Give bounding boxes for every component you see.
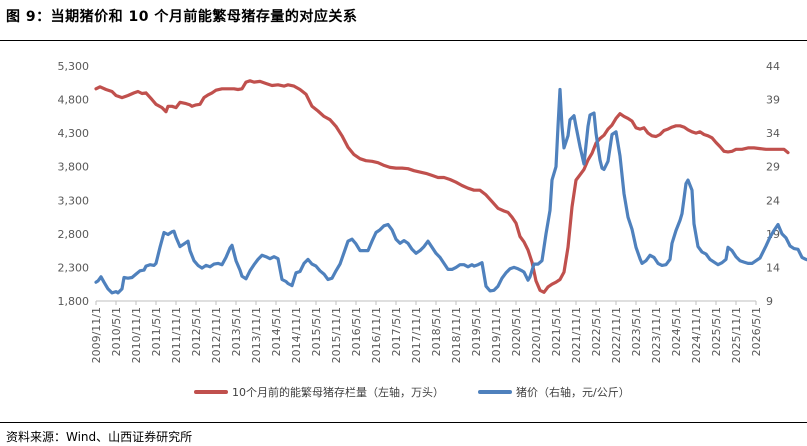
right-tick-label: 29	[766, 161, 780, 174]
left-tick-label: 5,300	[58, 60, 90, 73]
series-line-sow-inventory	[94, 79, 790, 294]
x-tick-label: 2017/11/1	[410, 307, 423, 363]
x-tick-label: 2016/11/1	[370, 307, 383, 363]
left-tick-label: 3,800	[58, 161, 90, 174]
figure-source: 资料来源：Wind、山西证券研究所	[6, 430, 193, 444]
x-tick-label: 2012/5/1	[190, 307, 203, 356]
x-tick-label: 2015/5/1	[310, 307, 323, 356]
figure-title: 图 9：当期猪价和 10 个月前能繁母猪存量的对应关系	[6, 9, 358, 25]
right-tick-label: 24	[766, 194, 780, 207]
right-tick-label: 44	[766, 60, 780, 73]
x-tick-label: 2020/11/1	[530, 307, 543, 363]
right-tick-label: 34	[766, 127, 780, 140]
left-tick-label: 4,800	[58, 94, 90, 107]
right-tick-label: 39	[766, 94, 780, 107]
x-tick-label: 2013/5/1	[230, 307, 243, 356]
x-tick-label: 2018/5/1	[430, 307, 443, 356]
right-tick-label: 14	[766, 261, 780, 274]
x-tick-label: 2019/11/1	[490, 307, 503, 363]
left-tick-label: 2,300	[58, 261, 90, 274]
x-tick-label: 2019/5/1	[470, 307, 483, 356]
x-tick-label: 2011/11/1	[170, 307, 183, 363]
x-tick-label: 2025/5/1	[710, 307, 723, 356]
legend-label-sow-inventory: 10个月前的能繁母猪存栏量（左轴，万头）	[232, 385, 444, 399]
x-axis-ticks: 2009/11/1 2010/5/1 2010/11/1 2011/5/1 2011/1…	[90, 301, 763, 363]
x-tick-label: 2012/11/1	[210, 307, 223, 363]
x-tick-label: 2013/11/1	[250, 307, 263, 363]
pig-price-sow-inventory-chart: 1,800 2,300 2,800 3,300 3,800 4,300 4,800 5,300…	[58, 60, 807, 399]
right-tick-label: 9	[766, 295, 773, 308]
left-tick-label: 3,300	[58, 194, 90, 207]
x-tick-label: 2023/11/1	[650, 307, 663, 363]
bottom-rule	[0, 422, 807, 423]
series-line-pig-price	[94, 87, 807, 295]
x-tick-label: 2022/11/1	[610, 307, 623, 363]
x-tick-label: 2014/5/1	[270, 307, 283, 356]
x-tick-label: 2018/11/1	[450, 307, 463, 363]
left-tick-label: 2,800	[58, 228, 90, 241]
x-tick-label: 2014/11/1	[290, 307, 303, 363]
x-tick-label: 2024/11/1	[690, 307, 703, 363]
x-tick-label: 2021/11/1	[570, 307, 583, 363]
x-tick-label: 2010/5/1	[110, 307, 123, 356]
x-tick-label: 2011/5/1	[150, 307, 163, 356]
top-rule	[0, 40, 807, 41]
x-tick-label: 2010/11/1	[130, 307, 143, 363]
x-tick-label: 2015/11/1	[330, 307, 343, 363]
x-tick-label: 2024/5/1	[670, 307, 683, 356]
x-tick-label: 2009/11/1	[90, 307, 103, 363]
chart-legend: 10个月前的能繁母猪存栏量（左轴，万头） 猪价（右轴，元/公斤）	[194, 385, 630, 399]
series-layer	[94, 79, 807, 295]
x-tick-label: 2017/5/1	[390, 307, 403, 356]
x-tick-label: 2022/5/1	[590, 307, 603, 356]
left-tick-label: 4,300	[58, 127, 90, 140]
x-tick-label: 2025/11/1	[730, 307, 743, 363]
left-axis-ticks: 1,800 2,300 2,800 3,300 3,800 4,300 4,800 5,300	[58, 60, 90, 308]
x-tick-label: 2016/5/1	[350, 307, 363, 356]
x-tick-label: 2023/5/1	[630, 307, 643, 356]
x-tick-label: 2026/5/1	[750, 307, 763, 356]
legend-label-pig-price: 猪价（右轴，元/公斤）	[516, 385, 630, 399]
x-tick-label: 2020/5/1	[510, 307, 523, 356]
x-tick-label: 2021/5/1	[550, 307, 563, 356]
left-tick-label: 1,800	[58, 295, 90, 308]
